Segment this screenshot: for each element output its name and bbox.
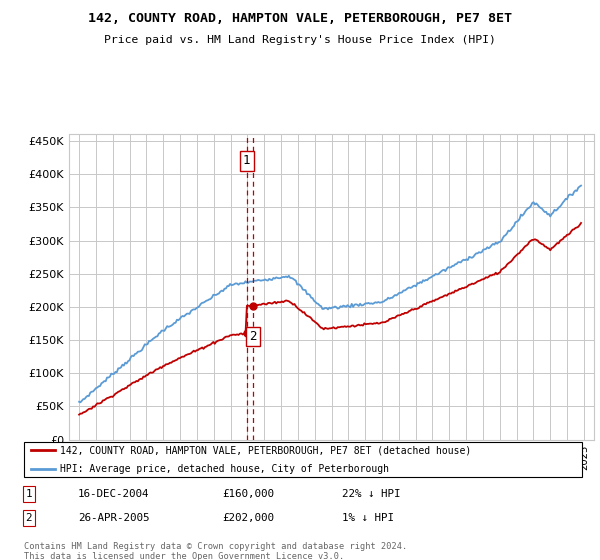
Text: 2: 2: [249, 330, 256, 343]
Text: Contains HM Land Registry data © Crown copyright and database right 2024.
This d: Contains HM Land Registry data © Crown c…: [24, 542, 407, 560]
Text: 2: 2: [26, 513, 32, 523]
Text: 142, COUNTY ROAD, HAMPTON VALE, PETERBOROUGH, PE7 8ET (detached house): 142, COUNTY ROAD, HAMPTON VALE, PETERBOR…: [60, 445, 472, 455]
Text: £202,000: £202,000: [222, 513, 274, 523]
Text: HPI: Average price, detached house, City of Peterborough: HPI: Average price, detached house, City…: [60, 464, 389, 474]
Text: 26-APR-2005: 26-APR-2005: [78, 513, 149, 523]
Text: 1% ↓ HPI: 1% ↓ HPI: [342, 513, 394, 523]
Text: Price paid vs. HM Land Registry's House Price Index (HPI): Price paid vs. HM Land Registry's House …: [104, 35, 496, 45]
Text: 1: 1: [243, 155, 250, 167]
Text: 22% ↓ HPI: 22% ↓ HPI: [342, 489, 401, 499]
Text: £160,000: £160,000: [222, 489, 274, 499]
FancyBboxPatch shape: [24, 442, 582, 477]
Text: 16-DEC-2004: 16-DEC-2004: [78, 489, 149, 499]
Text: 1: 1: [26, 489, 32, 499]
Text: 142, COUNTY ROAD, HAMPTON VALE, PETERBOROUGH, PE7 8ET: 142, COUNTY ROAD, HAMPTON VALE, PETERBOR…: [88, 12, 512, 25]
